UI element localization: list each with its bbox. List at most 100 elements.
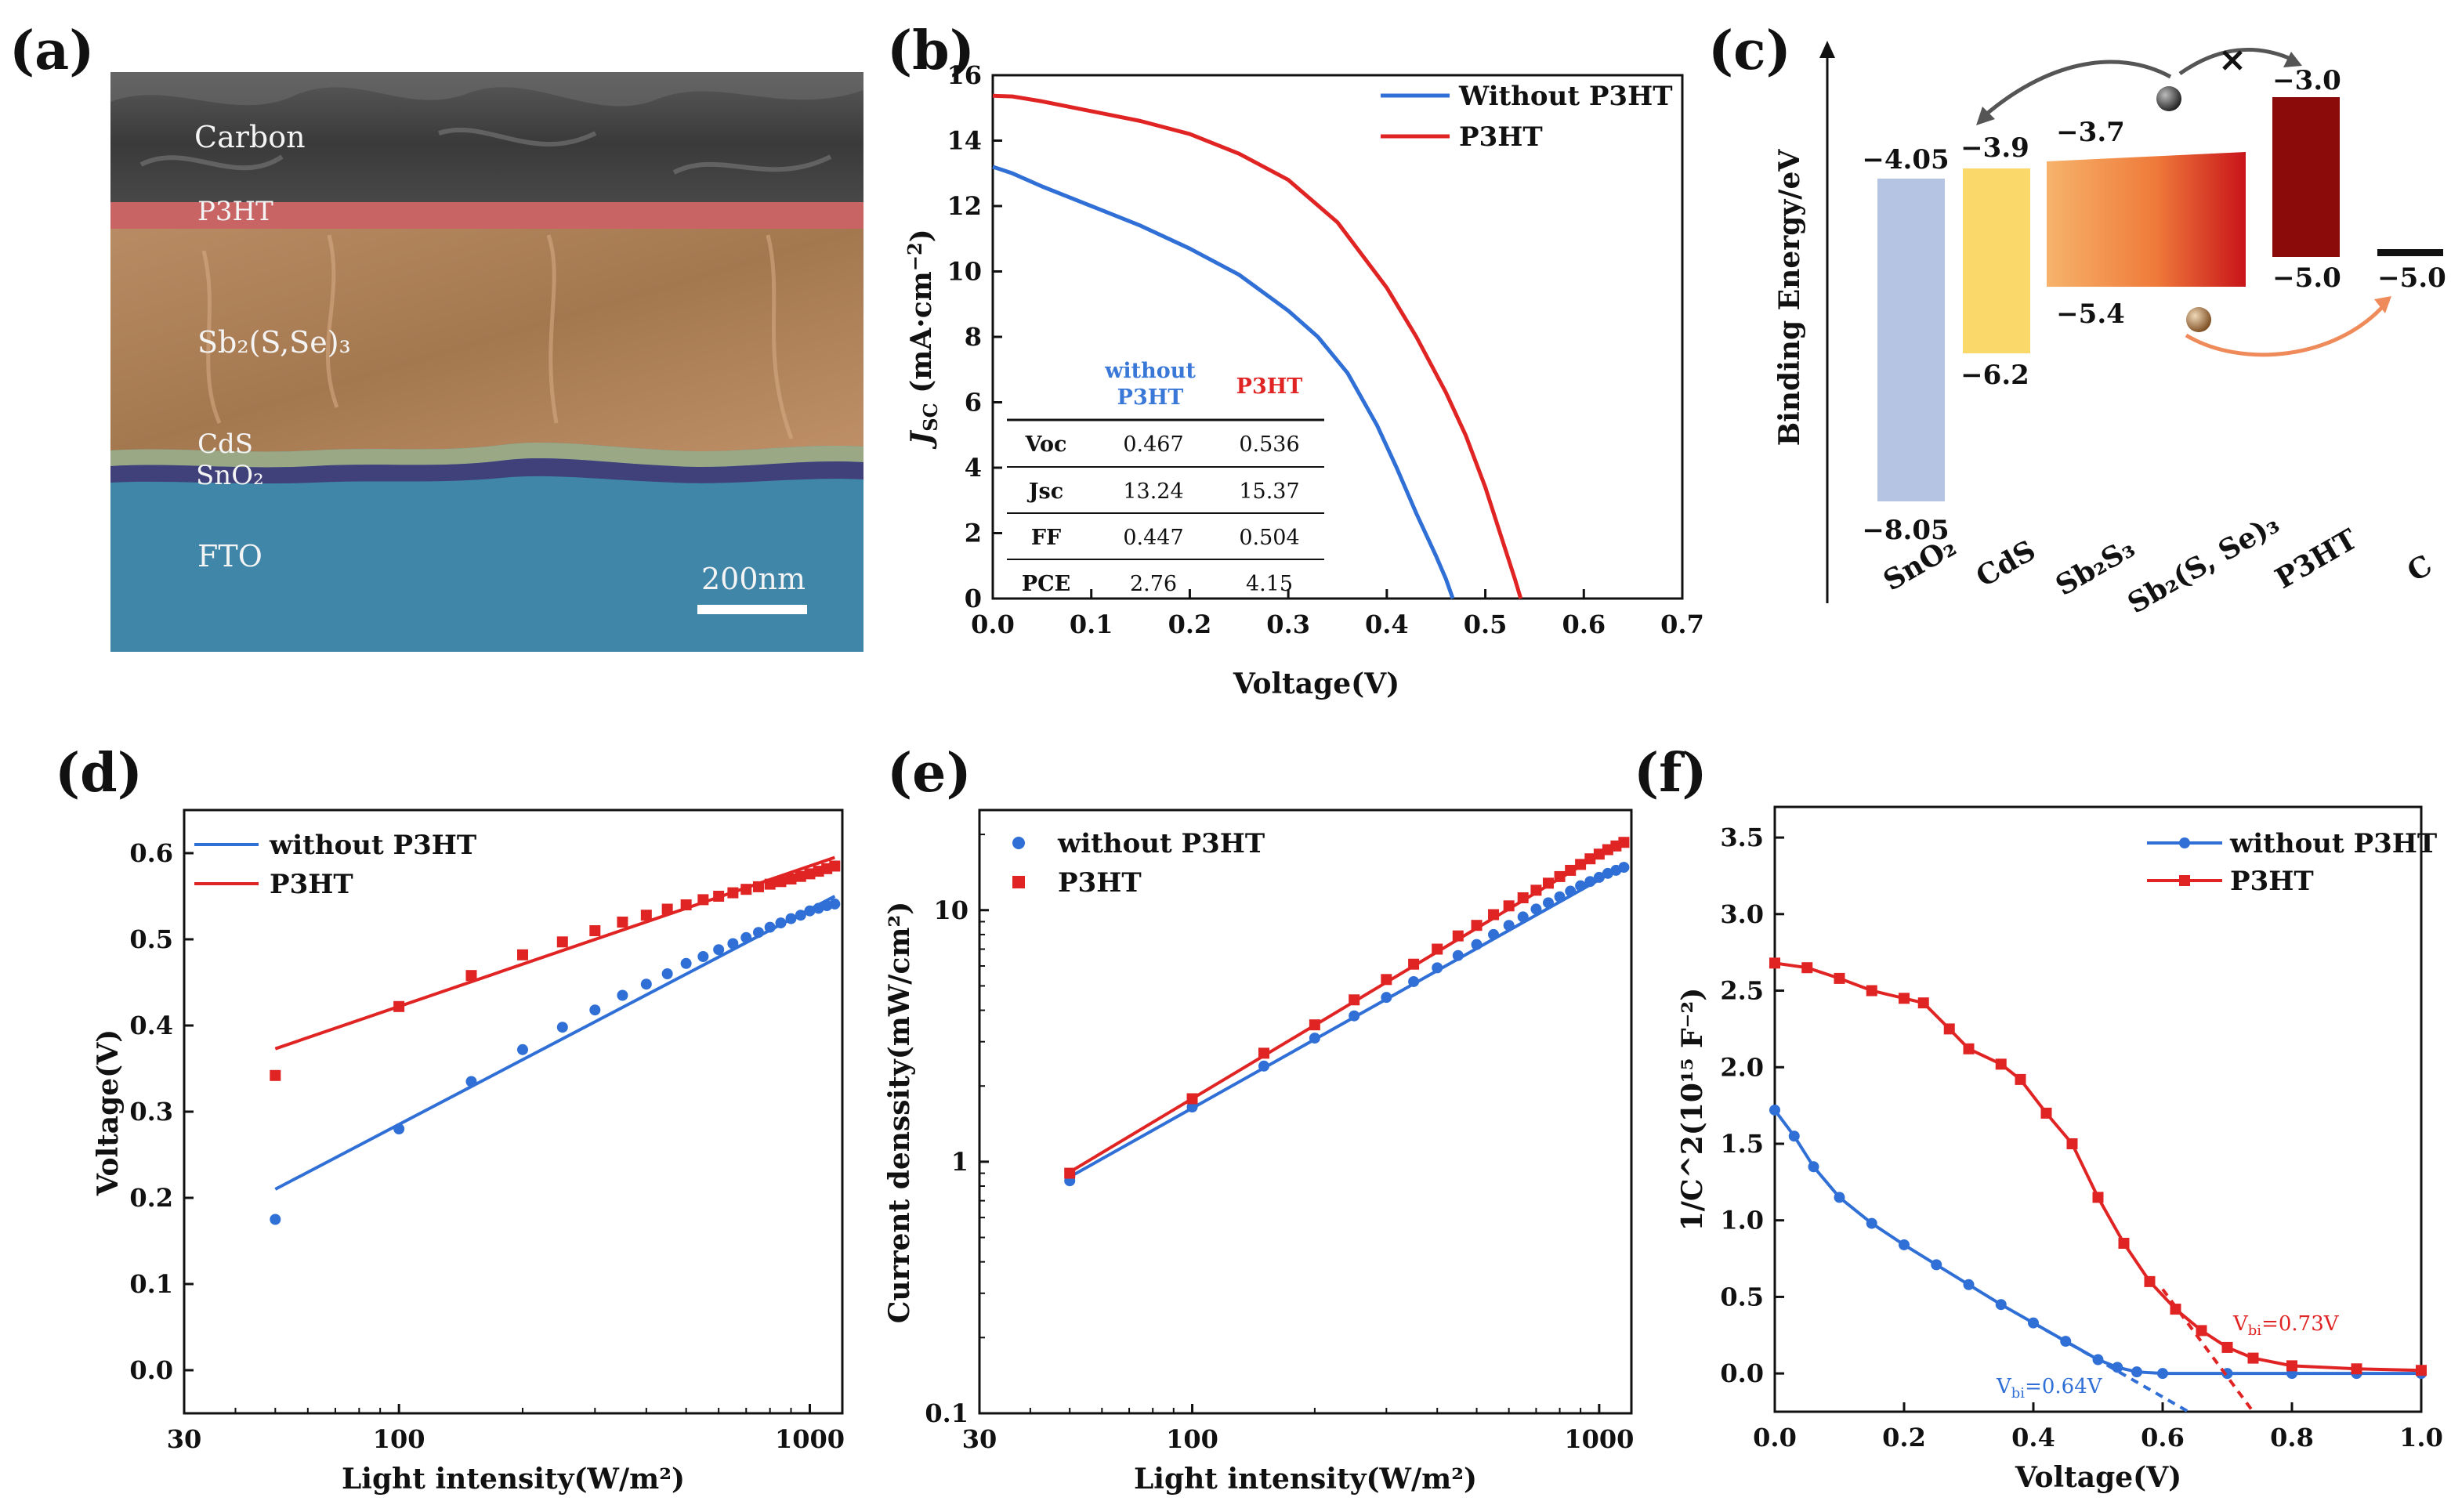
sem-layer-p3ht: P3HT [197,196,273,227]
panel-d: (d) 30 100 1000 0.0 0.1 0.2 0.3 0.4 0.5 0.6 Light… [55,742,845,1496]
x-tick-label-b: 0.0 [971,610,1015,639]
table-cell: 0.447 [1123,526,1183,550]
data-point-1 [1186,1093,1198,1105]
x-tick-label: 1000 [1564,1424,1634,1454]
y-axis-title-e: Current denssity(mW/cm²) [883,902,916,1324]
y-tick-label: 0.6 [129,838,173,868]
data-point-0 [795,910,806,921]
y-tick-label-b: 0 [965,584,982,613]
y-tick-label-b: 8 [965,322,982,352]
x-axis-b: 0.0 0.1 0.2 0.3 0.4 0.5 0.6 0.7 [971,589,1704,639]
y-tick-label-b: 2 [965,519,982,548]
x-tick-label-b: 0.4 [1365,610,1409,639]
data-point-1 [2416,1365,2427,1376]
data-point-0 [2060,1336,2072,1347]
x-tick-label-b: 0.5 [1464,610,1508,639]
vbi-annotation-without: Vbi=0.64V [1996,1375,2103,1402]
x-tick-label: 30 [167,1424,202,1454]
table-header-without: without P3HT [1104,359,1196,410]
legend-e-label-0: without P3HT [1057,828,1265,859]
fit-line-1 [2161,1288,2255,1413]
plot-frame-d [183,808,844,1415]
data-point-1 [1575,859,1587,870]
y-tick-label: 3.0 [1720,899,1764,929]
data-point-1 [1801,962,1813,974]
plot-area-e: 30 100 1000 0.1 1 10 [925,834,1634,1454]
data-point-1 [2247,1352,2259,1364]
legend-d-label-1: P3HT [270,869,353,900]
data-point-0 [1488,928,1500,940]
x-axis-title-e: Light intensity(W/m²) [1134,1463,1477,1496]
data-point-0 [697,951,709,962]
data-point-1 [775,876,787,888]
legend-e: without P3HT P3HT [1012,828,1265,899]
data-point-1 [1565,864,1577,876]
data-point-1 [680,899,692,910]
data-point-0 [1530,903,1542,915]
data-point-0 [1565,885,1577,897]
x-tick-label: 0.2 [1882,1423,1926,1452]
panel-a-label: (a) [9,20,94,82]
sem-layer-fto: FTO [197,539,262,573]
data-point-1 [1769,957,1780,969]
energy-axis-title: Binding Energy/eV [1773,149,1806,447]
data-point-0 [2092,1354,2104,1366]
data-point-0 [1963,1279,1975,1290]
data-point-1 [1866,985,1877,997]
data-point-0 [617,989,628,1001]
band-cds [1963,168,2030,353]
data-point-1 [2040,1107,2052,1119]
y-tick-label: 0.4 [129,1011,173,1040]
x-axis-title-f: Voltage(V) [2015,1461,2181,1494]
level-cds-vb: −6.2 [1960,360,2029,391]
legend-b: Without P3HT P3HT [1381,81,1673,153]
table-cell: 15.37 [1239,479,1299,504]
legend-f-marker-0 [2179,837,2190,848]
data-point-1 [813,866,824,877]
series-line-b-1 [992,93,1523,599]
data-point-0 [393,1123,405,1134]
data-point-1 [1064,1167,1076,1179]
y-tick-label-b: 10 [947,257,982,287]
legend-f-marker-1 [2179,875,2190,886]
data-point-1 [1899,993,1910,1004]
series-line-1 [1774,961,2422,1373]
data-point-1 [804,868,816,880]
data-point-1 [1471,920,1483,931]
panel-e: (e) 30 100 1000 0.1 1 10 Light intensity(W/m²… [883,742,1634,1496]
data-point-1 [829,860,841,872]
plot-frame-b [991,74,1684,600]
data-point-0 [1602,867,1613,879]
x-tick-label: 1000 [775,1424,845,1454]
electron-transfer-arrow [1981,60,2172,119]
y-tick-label: 1.5 [1720,1129,1764,1159]
data-point-0 [1788,1130,1800,1142]
legend-e-label-1: P3HT [1058,867,1142,899]
data-point-1 [1309,1019,1320,1031]
data-point-0 [1995,1299,2007,1311]
data-point-0 [764,921,776,933]
table-row-label: Voc [1025,432,1067,457]
y-tick-label: 0.3 [129,1097,173,1127]
data-point-0 [680,957,692,969]
data-point-1 [2092,1192,2104,1203]
data-point-1 [713,891,725,902]
data-point-0 [1432,962,1443,974]
blocked-cross-icon [2222,50,2243,71]
data-point-1 [589,925,601,936]
y-tick-label: 10 [933,895,968,925]
data-point-1 [1917,997,1929,1009]
data-point-1 [1593,848,1605,860]
legend-b-label-1: P3HT [1459,121,1543,153]
x-tick-label: 0.8 [2270,1423,2314,1452]
table-cell: 13.24 [1123,479,1183,504]
table-row-label: Jsc [1027,479,1063,504]
panel-b: (b) 0.0 0.1 0.2 0.3 0.4 0.5 0.6 0.7 0 2 4 6 8 10 12 14… [887,20,1704,700]
data-point-1 [1834,972,1845,984]
data-point-1 [2170,1304,2181,1315]
data-point-0 [2131,1366,2142,1378]
arrowhead-icon [1976,107,1995,125]
y-axis-title-b: JSC (mA·cm−2) [903,229,942,449]
arrowhead-icon [2283,52,2302,67]
data-point-1 [270,1069,281,1081]
